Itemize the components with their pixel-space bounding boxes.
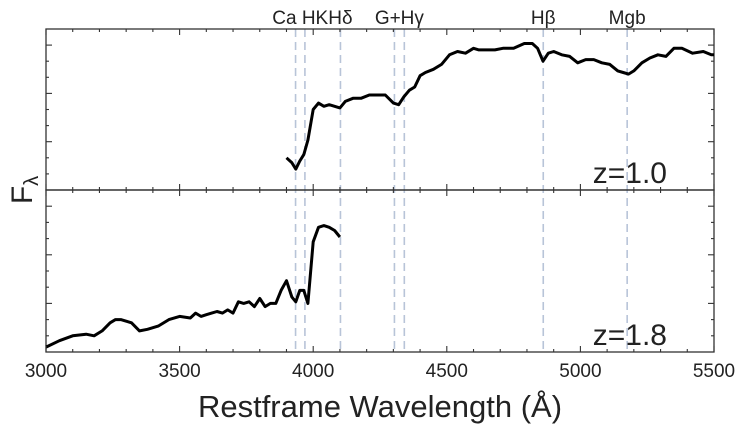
bottom-redshift-label: z=1.8 [593, 319, 667, 352]
top-redshift-label: z=1.0 [593, 157, 667, 190]
axis-ticks [45, 29, 715, 352]
bottom-panel: z=1.8 [45, 189, 715, 353]
feature-labels: Ca HK Hδ G+Hγ Hβ Mgb [272, 8, 645, 29]
x-tick-label: 4000 [292, 361, 334, 382]
x-tick-label: 3000 [25, 361, 67, 382]
x-tick-label: 5500 [693, 361, 735, 382]
x-tick-labels: 3000 3500 4000 4500 5000 5500 [25, 361, 735, 382]
svg-text:Fλ: Fλ [6, 176, 43, 204]
x-tick-label: 5000 [559, 361, 601, 382]
feature-label: Hδ [328, 8, 352, 29]
y-axis-label: Fλ [6, 176, 43, 204]
top-panel: z=1.0 [45, 28, 715, 191]
bottom-spectrum-line [45, 224, 342, 349]
top-spectrum-line [285, 42, 714, 171]
y-axis-label-sub: λ [21, 176, 43, 186]
x-tick-label: 3500 [158, 361, 200, 382]
y-axis-label-main: F [6, 186, 39, 204]
feature-label: Mgb [609, 8, 646, 29]
feature-label: Ca HK [272, 8, 328, 29]
feature-label: Hβ [531, 8, 556, 29]
x-tick-label: 4500 [426, 361, 468, 382]
x-axis-label: Restframe Wavelength (Å) [198, 389, 562, 424]
feature-label: G+Hγ [375, 8, 425, 29]
